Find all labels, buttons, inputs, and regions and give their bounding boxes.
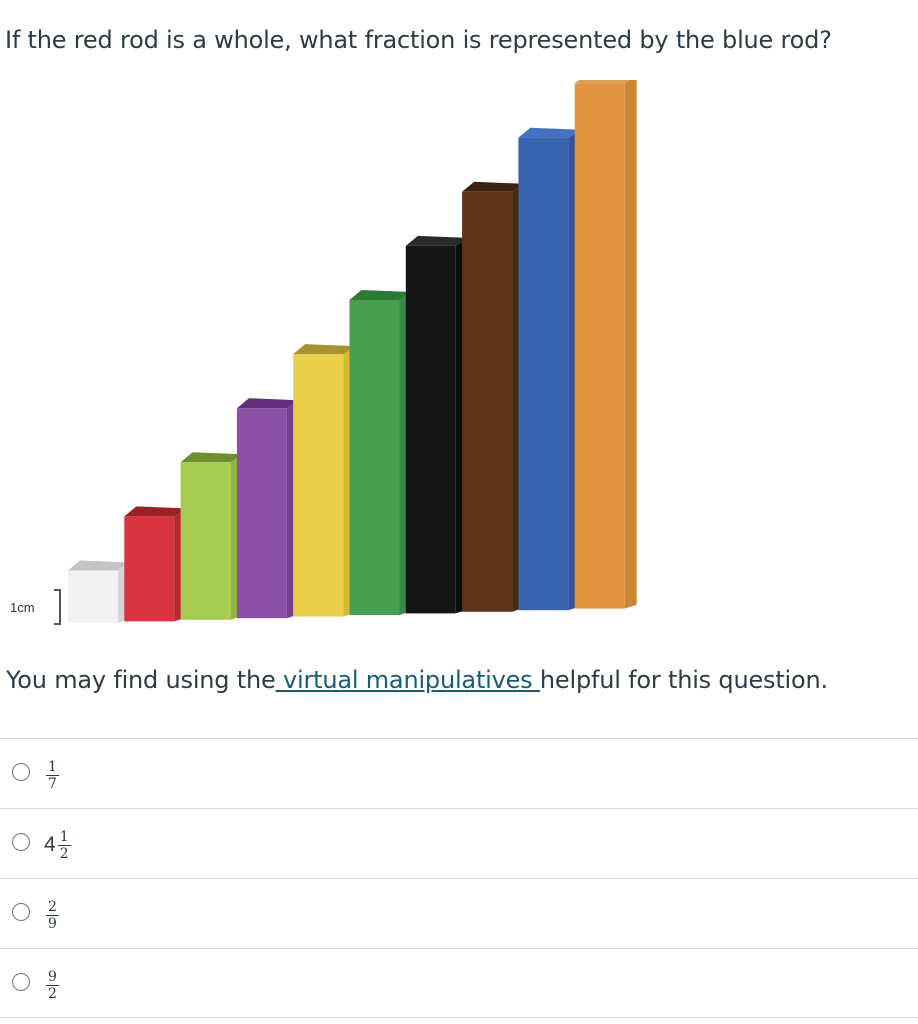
rod-front-face — [68, 570, 118, 623]
fraction-numerator: 1 — [48, 758, 57, 775]
rod-top-face — [518, 127, 581, 138]
rod-purple — [236, 398, 299, 619]
rod-front-face — [236, 408, 287, 619]
rod-blue — [518, 127, 581, 611]
radio-button[interactable] — [12, 903, 30, 921]
rod-red — [124, 506, 187, 622]
fraction-denominator: 2 — [48, 985, 57, 1002]
answer-fraction: 9 2 — [46, 969, 59, 1002]
answer-label[interactable]: 4 1 2 — [44, 823, 71, 867]
rod-front-face — [293, 354, 344, 617]
fraction-numerator: 1 — [59, 828, 69, 845]
rod-light-green — [180, 452, 243, 620]
rod-brown — [462, 181, 525, 612]
answer-option[interactable]: 9 2 — [0, 948, 918, 1018]
rod-front-face — [405, 245, 456, 614]
fraction-bar — [46, 984, 59, 986]
answer-option[interactable]: 4 1 2 — [0, 808, 918, 878]
rod-top-face — [405, 235, 468, 246]
scale-marker: 1cm — [10, 589, 61, 625]
rod-front-face — [518, 137, 569, 611]
rod-side-face — [624, 80, 637, 609]
rod-front-face — [180, 462, 231, 620]
rod-white — [68, 560, 130, 623]
rod-front-face — [574, 83, 625, 609]
answer-label[interactable]: 9 2 — [44, 963, 59, 1007]
virtual-manipulatives-link[interactable]: virtual manipulatives — [275, 666, 540, 694]
rod-top-face — [349, 290, 412, 300]
answer-option[interactable]: 2 9 — [0, 878, 918, 948]
rod-top-face — [124, 506, 187, 517]
rod-top-face — [574, 80, 631, 84]
fraction-numerator: 2 — [48, 898, 57, 915]
rods-group — [68, 80, 637, 623]
helper-text: You may find using the virtual manipulat… — [6, 660, 828, 700]
answer-whole: 4 — [44, 833, 56, 856]
helper-suffix: helpful for this question. — [539, 666, 828, 694]
helper-prefix: You may find using the — [6, 666, 276, 694]
answer-fraction: 1 7 — [46, 759, 59, 792]
rod-top-face — [293, 344, 356, 355]
rod-front-face — [462, 191, 513, 612]
rod-front-face — [124, 516, 175, 622]
radio-button[interactable] — [12, 763, 30, 781]
answer-label[interactable]: 2 9 — [44, 893, 59, 937]
fraction-denominator: 2 — [59, 845, 69, 862]
scale-bracket — [54, 589, 61, 625]
answer-fraction: 2 9 — [46, 899, 59, 932]
rod-yellow — [293, 344, 356, 617]
rod-top-face — [236, 398, 299, 409]
rod-top-face — [462, 181, 525, 192]
rod-top-face — [180, 452, 243, 463]
fraction-numerator: 9 — [48, 968, 57, 985]
answer-choices: 1 7 4 1 2 2 9 — [0, 738, 918, 1018]
fraction-bar — [57, 844, 71, 846]
question-text: If the red rod is a whole, what fraction… — [5, 26, 832, 54]
answer-fraction: 1 2 — [57, 828, 71, 862]
fraction-bar — [46, 774, 59, 776]
rod-orange — [574, 80, 637, 609]
rod-black — [405, 235, 468, 614]
rod-dark-green — [349, 290, 412, 615]
answer-option[interactable]: 1 7 — [0, 738, 918, 808]
cuisenaire-rods-image: 1cm — [10, 80, 637, 625]
rod-front-face — [349, 300, 400, 615]
fraction-bar — [46, 914, 59, 916]
answer-label[interactable]: 1 7 — [44, 753, 59, 797]
fraction-denominator: 7 — [48, 775, 57, 792]
fraction-denominator: 9 — [48, 915, 57, 932]
rod-top-face — [68, 560, 130, 571]
radio-button[interactable] — [12, 973, 30, 991]
radio-button[interactable] — [12, 833, 30, 851]
scale-label: 1cm — [10, 600, 35, 615]
